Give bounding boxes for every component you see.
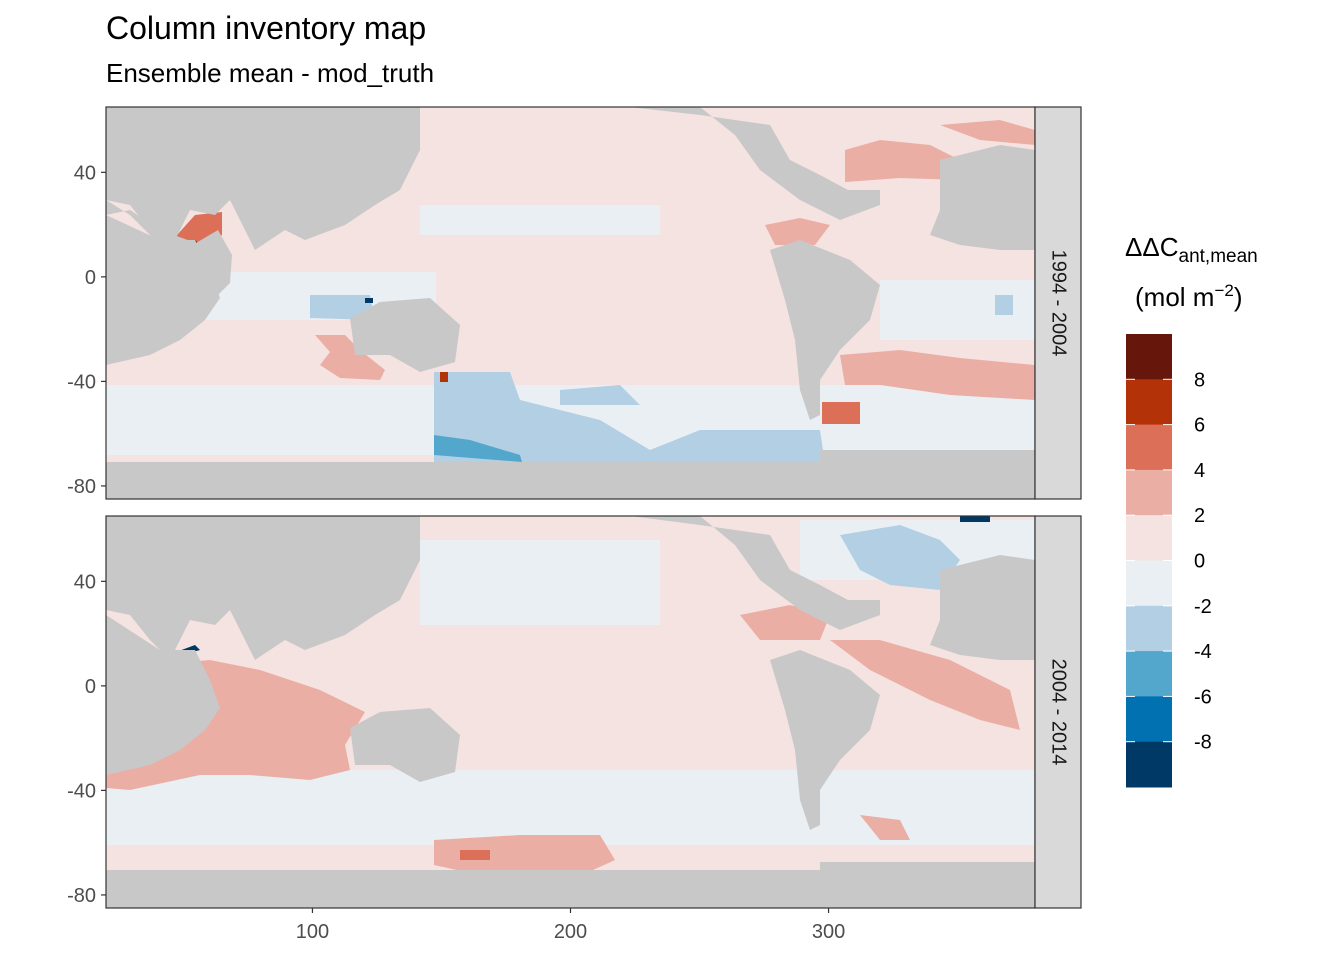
panel-1-patch-red-argentina — [822, 402, 860, 424]
legend-bin — [1126, 605, 1172, 652]
panel-2-land — [106, 516, 1035, 908]
panel-1-land — [106, 107, 1035, 499]
legend-bin — [1126, 560, 1172, 607]
legend-tick-label: -4 — [1194, 641, 1212, 663]
legend-bin — [1126, 696, 1172, 743]
y-tick-label: -40 — [67, 371, 96, 393]
panel-2 — [106, 516, 1035, 908]
panel-1-strip — [1034, 106, 1082, 500]
x-tick-label: 100 — [296, 921, 329, 943]
panel-1-patch-blue-a — [434, 372, 826, 470]
y-tick-label: -80 — [67, 476, 96, 498]
y-axis-panel-1: 40 0 -40 -80 — [67, 162, 106, 498]
panel-1-patch-blue-e — [995, 295, 1013, 315]
y-tick-label: -40 — [67, 780, 96, 802]
panel-1-patch-blue-indo — [365, 298, 373, 303]
y-tick-label: 0 — [85, 267, 96, 289]
legend-colorbar: 8 6 4 2 0 -2 -4 -6 -8 — [1126, 334, 1212, 788]
y-tick-label: 40 — [74, 571, 96, 593]
panel-1-patch-blue-b — [434, 435, 522, 462]
legend: ΔΔCant,mean (mol m−2) 8 6 4 2 0 -2 -4 -6 -8 — [1125, 232, 1258, 788]
legend-tick-label: 0 — [1194, 551, 1205, 573]
y-tick-label: -80 — [67, 885, 96, 907]
panel-2-band-pacific-n — [420, 540, 660, 625]
legend-tick-label: 4 — [1194, 460, 1205, 482]
y-tick-label: 40 — [74, 162, 96, 184]
legend-tick-label: 6 — [1194, 415, 1205, 437]
panel-1-patch-red-tasman — [440, 372, 448, 382]
legend-tick-label: 8 — [1194, 369, 1205, 391]
legend-bin — [1126, 334, 1172, 380]
legend-tick-label: -8 — [1194, 732, 1212, 754]
chart-subtitle: Ensemble mean - mod_truth — [106, 58, 435, 88]
panel-1-patch-red-atl-s — [840, 350, 1035, 400]
legend-title: ΔΔCant,mean — [1125, 232, 1258, 267]
panel-2-patch-red-south-atl — [860, 815, 910, 840]
x-tick-label: 200 — [554, 921, 587, 943]
panel-2-patch-blue-atl — [840, 525, 960, 590]
legend-bin — [1126, 379, 1172, 426]
panel-1-patch-blue-c — [560, 385, 640, 405]
legend-bin — [1126, 469, 1172, 516]
panel-1-patch-red-carib — [765, 218, 830, 245]
legend-tick-label: -6 — [1194, 686, 1212, 708]
panel-2-patch-blue-arctic — [960, 516, 990, 522]
panel-1-patch-red-atl-n — [845, 140, 960, 182]
legend-bin — [1126, 651, 1172, 697]
legend-bin — [1126, 424, 1172, 471]
legend-unit: (mol m−2) — [1135, 281, 1243, 312]
x-tick-label: 300 — [812, 921, 845, 943]
panel-2-strip-label: 2004 - 2014 — [1048, 659, 1070, 766]
panel-1-strip-label: 1994 - 2004 — [1048, 250, 1070, 357]
panel-2-strip — [1034, 515, 1082, 909]
y-tick-label: 0 — [85, 676, 96, 698]
panel-1-band-pacific-n — [420, 205, 660, 235]
legend-tick-label: -2 — [1194, 596, 1212, 618]
legend-tick-label: 2 — [1194, 505, 1205, 527]
x-axis: 100 200 300 — [296, 908, 845, 943]
legend-bin — [1126, 741, 1172, 788]
panel-2-patch-red-atl — [830, 640, 1020, 730]
panel-2-patch-red-dark — [460, 850, 490, 860]
y-axis-panel-2: 40 0 -40 -80 — [67, 571, 106, 907]
panel-1-patch-red-atl-n2 — [940, 120, 1035, 145]
legend-bin — [1126, 515, 1172, 561]
chart-title: Column inventory map — [106, 10, 427, 46]
panel-1-patch-red-indian — [315, 335, 385, 380]
panel-1 — [106, 107, 1035, 499]
